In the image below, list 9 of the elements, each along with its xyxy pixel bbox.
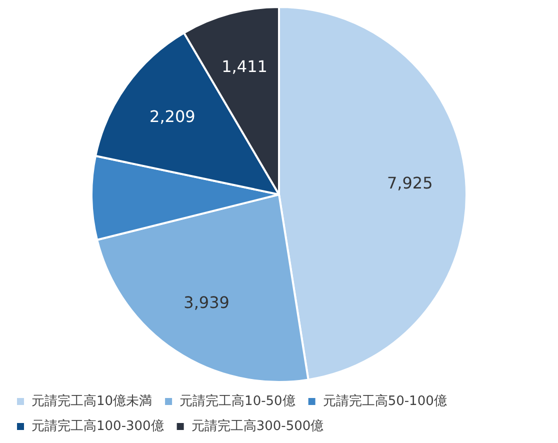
data-label: 1,411 <box>222 57 268 76</box>
legend-label: 元請完工高50-100億 <box>322 392 447 409</box>
data-label: 3,939 <box>184 293 230 312</box>
legend-label: 元請完工高100-300億 <box>32 418 164 434</box>
data-label: 2,209 <box>150 107 196 126</box>
legend-label: 元請完工高10-50億 <box>180 392 296 409</box>
legend-label: 元請完工高10億未満 <box>32 392 152 409</box>
legend-label: 元請完工高300-500億 <box>191 418 324 434</box>
data-label: 7,925 <box>386 173 433 192</box>
